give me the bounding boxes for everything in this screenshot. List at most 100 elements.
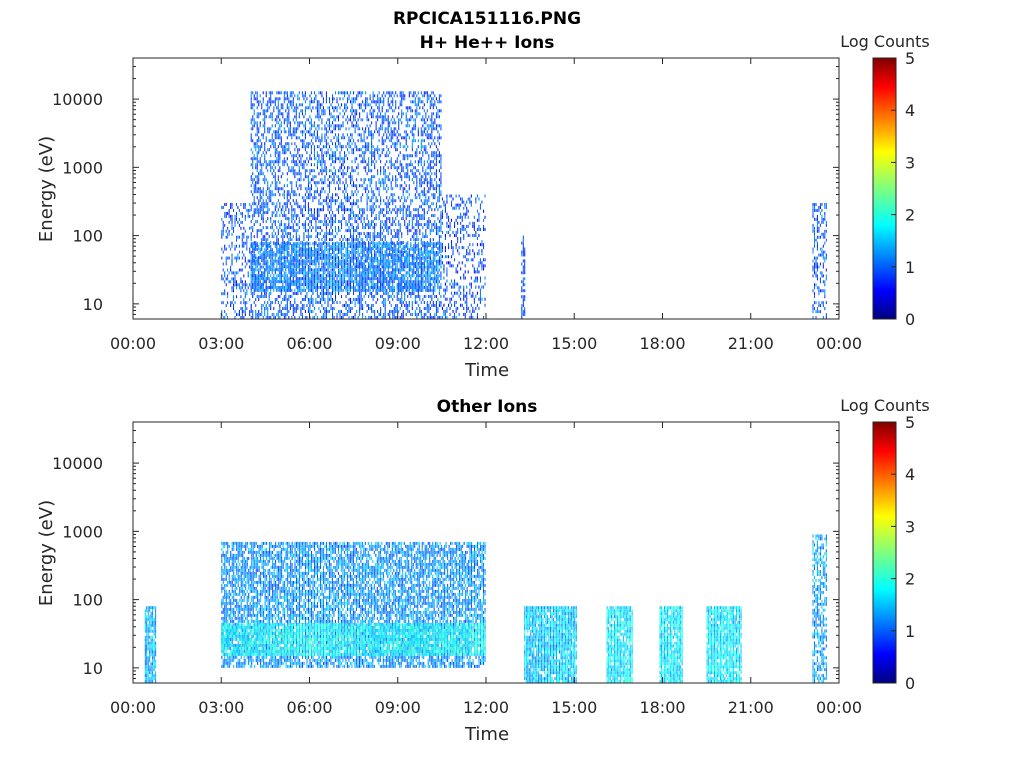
spectrogram-cell — [405, 172, 407, 176]
spectrogram-cell — [336, 115, 338, 119]
spectrogram-cell — [246, 238, 248, 242]
spectrogram-cell — [339, 202, 341, 206]
spectrogram-cell — [264, 160, 266, 164]
spectrogram-cell — [374, 313, 376, 316]
spectrogram-cell — [274, 253, 276, 257]
spectrogram-cell — [434, 136, 436, 140]
spectrogram-cell — [285, 295, 287, 298]
spectrogram-cell — [410, 118, 412, 122]
spectrogram-cell — [417, 238, 419, 242]
spectrogram-cell — [359, 235, 361, 239]
spectrogram-cell — [428, 181, 430, 185]
spectrogram-cell — [313, 91, 315, 95]
spectrogram-cell — [345, 268, 347, 272]
spectrogram-cell — [252, 118, 254, 122]
spectrogram-cell — [440, 217, 442, 221]
spectrogram-cell — [300, 256, 302, 260]
spectrogram-cell — [365, 316, 367, 319]
spectrogram-cell — [312, 100, 314, 104]
spectrogram-cell — [224, 271, 226, 275]
spectrogram-cell — [288, 121, 290, 125]
spectrogram-cell — [338, 208, 340, 212]
spectrogram-cell — [437, 286, 439, 289]
spectrogram-cell — [276, 205, 278, 209]
spectrogram-cell — [292, 127, 294, 131]
spectrogram-cell — [264, 130, 266, 134]
spectrogram-cell — [329, 145, 331, 149]
spectrogram-cell — [369, 316, 371, 319]
spectrogram-cell — [288, 115, 290, 119]
spectrogram-cell — [318, 118, 320, 122]
spectrogram-cell — [423, 199, 425, 203]
spectrogram-cell — [307, 229, 309, 233]
spectrogram-cell — [280, 175, 282, 179]
spectrogram-cell — [381, 121, 383, 125]
spectrogram-cell — [351, 301, 353, 304]
spectrogram-cell — [357, 172, 359, 176]
spectrogram-cell — [362, 250, 364, 254]
spectrogram-cell — [338, 115, 340, 119]
spectrogram-cell — [408, 178, 410, 182]
spectrogram-cell — [426, 310, 428, 313]
spectrogram-cell — [252, 139, 254, 143]
spectrogram-cell — [289, 238, 291, 242]
spectrogram-cell — [383, 313, 385, 316]
spectrogram-cell — [271, 115, 273, 119]
spectrogram-cell — [387, 136, 389, 140]
spectrogram-cell — [295, 181, 297, 185]
spectrogram-cell — [285, 242, 287, 246]
spectrogram-cell — [347, 313, 349, 316]
spectrogram-cell — [432, 301, 434, 304]
spectrogram-cell — [259, 250, 261, 254]
spectrogram-cell — [378, 211, 380, 215]
spectrogram-cell — [292, 169, 294, 173]
spectrogram-cell — [395, 160, 397, 164]
spectrogram-cell — [429, 232, 431, 236]
spectrogram-cell — [435, 310, 437, 313]
spectrogram-cell — [270, 94, 272, 98]
spectrogram-cell — [246, 307, 248, 311]
spectrogram-cell — [292, 172, 294, 176]
spectrogram-cell — [356, 184, 358, 188]
spectrogram-cell — [301, 130, 303, 134]
spectrogram-cell — [408, 223, 410, 227]
spectrogram-cell — [240, 203, 242, 206]
spectrogram-cell — [253, 245, 255, 249]
spectrogram-cell — [258, 175, 260, 179]
spectrogram-cell — [378, 190, 380, 194]
spectrogram-cell — [348, 199, 350, 203]
spectrogram-cell — [268, 127, 270, 131]
spectrogram-cell — [363, 103, 365, 107]
spectrogram-cell — [279, 259, 281, 263]
spectrogram-cell — [233, 283, 235, 287]
spectrogram-cell — [389, 121, 391, 125]
spectrogram-cell — [250, 274, 252, 278]
spectrogram-cell — [256, 256, 258, 260]
spectrogram-cell — [347, 304, 349, 307]
spectrogram-cell — [360, 199, 362, 203]
spectrogram-cell — [366, 199, 368, 203]
spectrogram-cell — [416, 151, 418, 155]
spectrogram-cell — [324, 136, 326, 140]
spectrogram-cell — [309, 304, 311, 307]
spectrogram-cell — [277, 310, 279, 313]
spectrogram-cell — [274, 208, 276, 212]
spectrogram-cell — [399, 208, 401, 212]
spectrogram-cell — [333, 166, 335, 170]
spectrogram-cell — [253, 124, 255, 128]
spectrogram-cell — [258, 181, 260, 185]
spectrogram-cell — [258, 148, 260, 152]
spectrogram-cell — [374, 154, 376, 158]
spectrogram-cell — [244, 203, 246, 206]
spectrogram-cell — [423, 94, 425, 98]
spectrogram-cell — [440, 223, 442, 227]
spectrogram-cell — [347, 133, 349, 137]
spectrogram-cell — [322, 145, 324, 149]
spectrogram-cell — [408, 187, 410, 191]
spectrogram-cell — [264, 251, 266, 254]
spectrogram-cell — [285, 316, 287, 319]
spectrogram-cell — [429, 118, 431, 122]
spectrogram-cell — [325, 310, 327, 313]
spectrogram-cell — [374, 223, 376, 227]
spectrogram-cell — [332, 232, 334, 236]
